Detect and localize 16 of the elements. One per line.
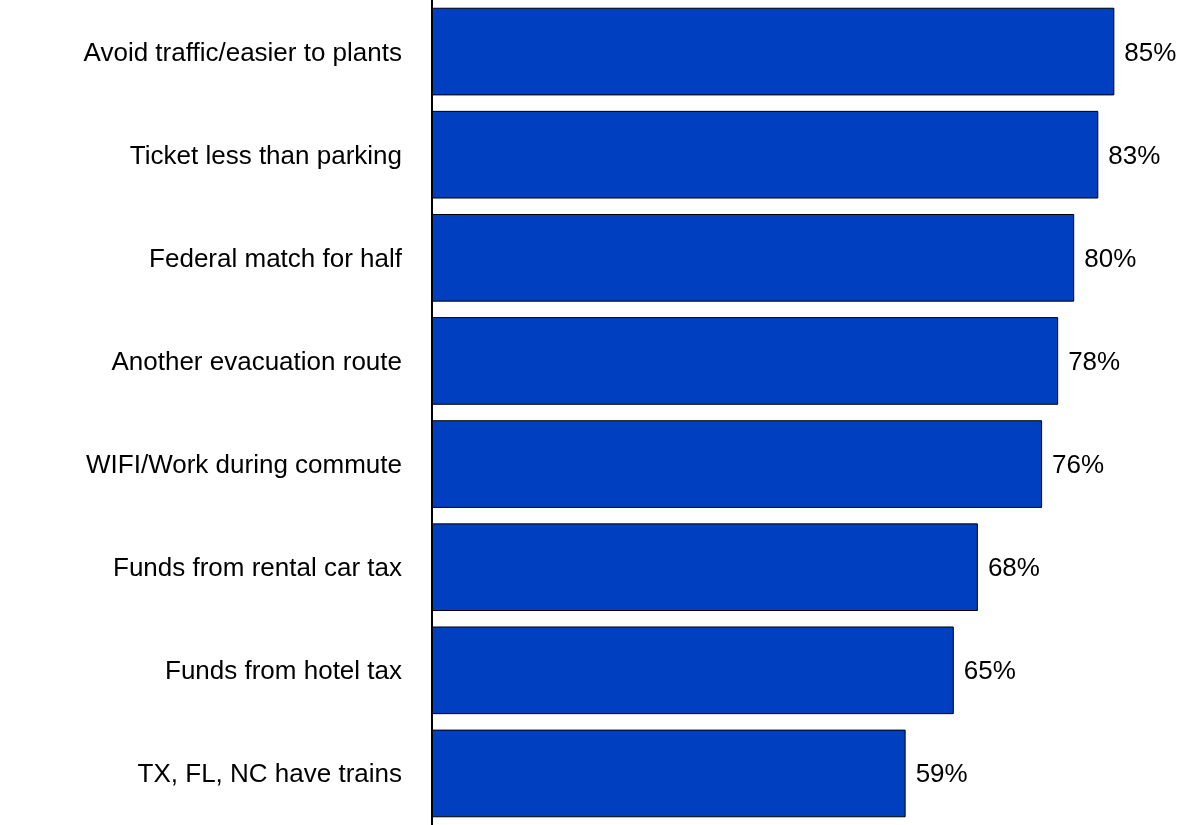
data-label: 59% <box>915 758 968 789</box>
y-tick-label: Ticket less than parking <box>129 139 402 170</box>
data-label: 78% <box>1068 345 1121 376</box>
y-tick-label: Funds from rental car tax <box>113 552 402 583</box>
y-tick-label: Another evacuation route <box>111 345 402 376</box>
data-label: 68% <box>987 552 1040 583</box>
y-tick-label: Avoid traffic/easier to plants <box>83 36 402 67</box>
y-tick-label: Federal match for half <box>149 242 403 273</box>
data-label: 76% <box>1052 449 1105 480</box>
data-label: 85% <box>1124 36 1177 67</box>
data-label: 80% <box>1084 242 1137 273</box>
y-tick-label: Funds from hotel tax <box>165 655 402 686</box>
data-label: 65% <box>963 655 1016 686</box>
y-tick-label: TX, FL, NC have trains <box>137 758 402 789</box>
data-label: 83% <box>1108 139 1161 170</box>
y-tick-label: WIFI/Work during commute <box>86 449 402 480</box>
